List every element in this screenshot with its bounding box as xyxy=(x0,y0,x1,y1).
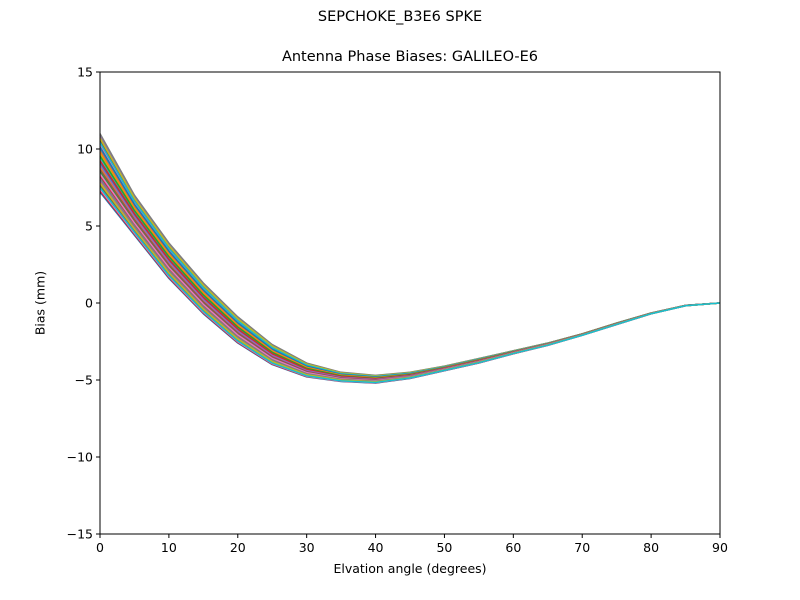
x-tick-label: 70 xyxy=(574,540,590,555)
data-series-line xyxy=(99,133,721,377)
y-tick-label: −5 xyxy=(75,373,93,388)
x-tick-label: 0 xyxy=(96,540,104,555)
data-lines xyxy=(99,133,721,384)
y-tick-label: −15 xyxy=(67,527,93,542)
data-series-line xyxy=(99,158,721,380)
data-series-line xyxy=(99,146,721,378)
data-series-line xyxy=(99,139,721,377)
y-tick-label: 15 xyxy=(77,65,93,80)
data-series-line xyxy=(99,157,721,380)
data-series-line xyxy=(99,155,721,380)
chart-title: Antenna Phase Biases: GALILEO-E6 xyxy=(281,49,539,65)
x-tick-label: 50 xyxy=(436,540,452,555)
data-series-line xyxy=(99,148,721,379)
x-tick-label: 30 xyxy=(299,540,315,555)
data-series-line xyxy=(99,187,721,384)
y-tick-label: 0 xyxy=(85,296,93,311)
y-tick-label: 5 xyxy=(85,219,93,234)
x-tick-label: 90 xyxy=(712,540,728,555)
data-series-line xyxy=(99,149,721,379)
data-series-line xyxy=(99,143,721,378)
y-tick-label: 10 xyxy=(77,142,93,157)
data-series-line xyxy=(99,152,721,379)
data-series-line xyxy=(99,140,721,378)
data-series-line xyxy=(99,154,721,379)
data-series-line xyxy=(99,142,721,378)
x-axis-ticks: 0 10 20 30 40 50 60 70 80 90 xyxy=(96,534,728,555)
data-series-line xyxy=(99,145,721,378)
x-tick-label: 80 xyxy=(643,540,659,555)
x-tick-label: 10 xyxy=(161,540,177,555)
figure-suptitle: SEPCHOKE_B3E6 SPKE xyxy=(317,9,483,25)
data-series-line xyxy=(99,151,721,379)
x-tick-label: 40 xyxy=(368,540,384,555)
y-axis-label: Bias (mm) xyxy=(32,270,48,336)
x-tick-label: 60 xyxy=(505,540,521,555)
data-series-line xyxy=(99,160,721,380)
y-tick-label: −10 xyxy=(67,450,93,465)
y-axis-ticks: −15 −10 −5 0 5 10 15 xyxy=(67,65,100,542)
x-axis-label: Elvation angle (degrees) xyxy=(333,561,487,576)
data-series-line xyxy=(99,136,721,377)
data-series-line xyxy=(99,137,721,377)
x-tick-label: 20 xyxy=(230,540,246,555)
data-series-line xyxy=(99,134,721,377)
